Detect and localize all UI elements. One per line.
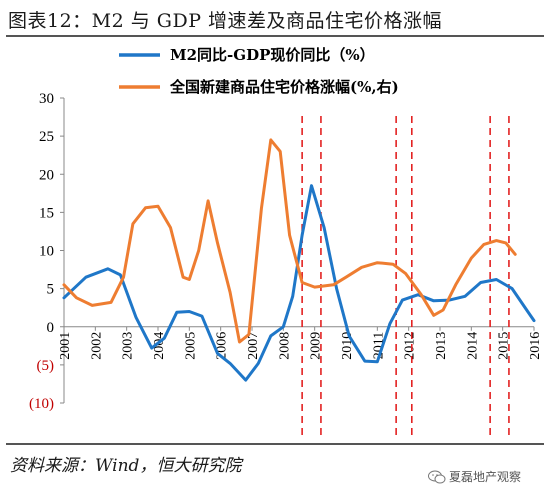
x-tick-label: 2012	[403, 332, 418, 360]
x-tick-label: 2008	[277, 332, 292, 360]
x-tick-label: 2011	[371, 332, 386, 359]
x-tick-label: 2009	[309, 332, 324, 360]
legend-label: M2同比-GDP现价同比（%）	[170, 46, 375, 64]
x-tick-label: 2010	[340, 332, 355, 360]
y-tick-label: 0	[47, 320, 55, 336]
wechat-icon	[428, 470, 446, 483]
x-tick-label: 2013	[434, 332, 449, 360]
y-tick-label: 5	[47, 282, 55, 298]
source-note: 资料来源：Wind，恒大研究院	[10, 456, 242, 476]
footer-divider	[6, 443, 544, 445]
series-line-m2-gdp	[62, 184, 536, 382]
y-tick-label: 15	[39, 205, 54, 221]
title-divider	[6, 35, 544, 37]
watermark-text: 夏磊地产观察	[449, 470, 522, 484]
y-tick-label: 20	[39, 167, 54, 183]
chart-title: 图表12：M2 与 GDP 增速差及商品住宅价格涨幅	[8, 10, 443, 32]
watermark: 夏磊地产观察	[428, 468, 521, 485]
x-tick-label: 2005	[183, 332, 198, 360]
legend-label: 全国新建商品住宅价格涨幅(%,右)	[169, 78, 399, 96]
y-tick-label: 25	[39, 129, 54, 145]
x-tick-label: 2003	[121, 332, 136, 360]
series-line-house-price	[62, 138, 517, 344]
x-tick-label: 2016	[528, 332, 543, 360]
x-tick-label: 2002	[89, 332, 104, 360]
y-tick-label: (5)	[37, 358, 55, 374]
x-tick-label: 2007	[246, 332, 261, 360]
y-tick-label: (10)	[29, 396, 54, 412]
x-tick-label: 2015	[497, 332, 512, 360]
x-tick-label: 2001	[58, 332, 73, 360]
y-tick-label: 10	[39, 244, 54, 260]
x-tick-label: 2014	[465, 332, 480, 360]
y-tick-label: 30	[39, 91, 54, 107]
